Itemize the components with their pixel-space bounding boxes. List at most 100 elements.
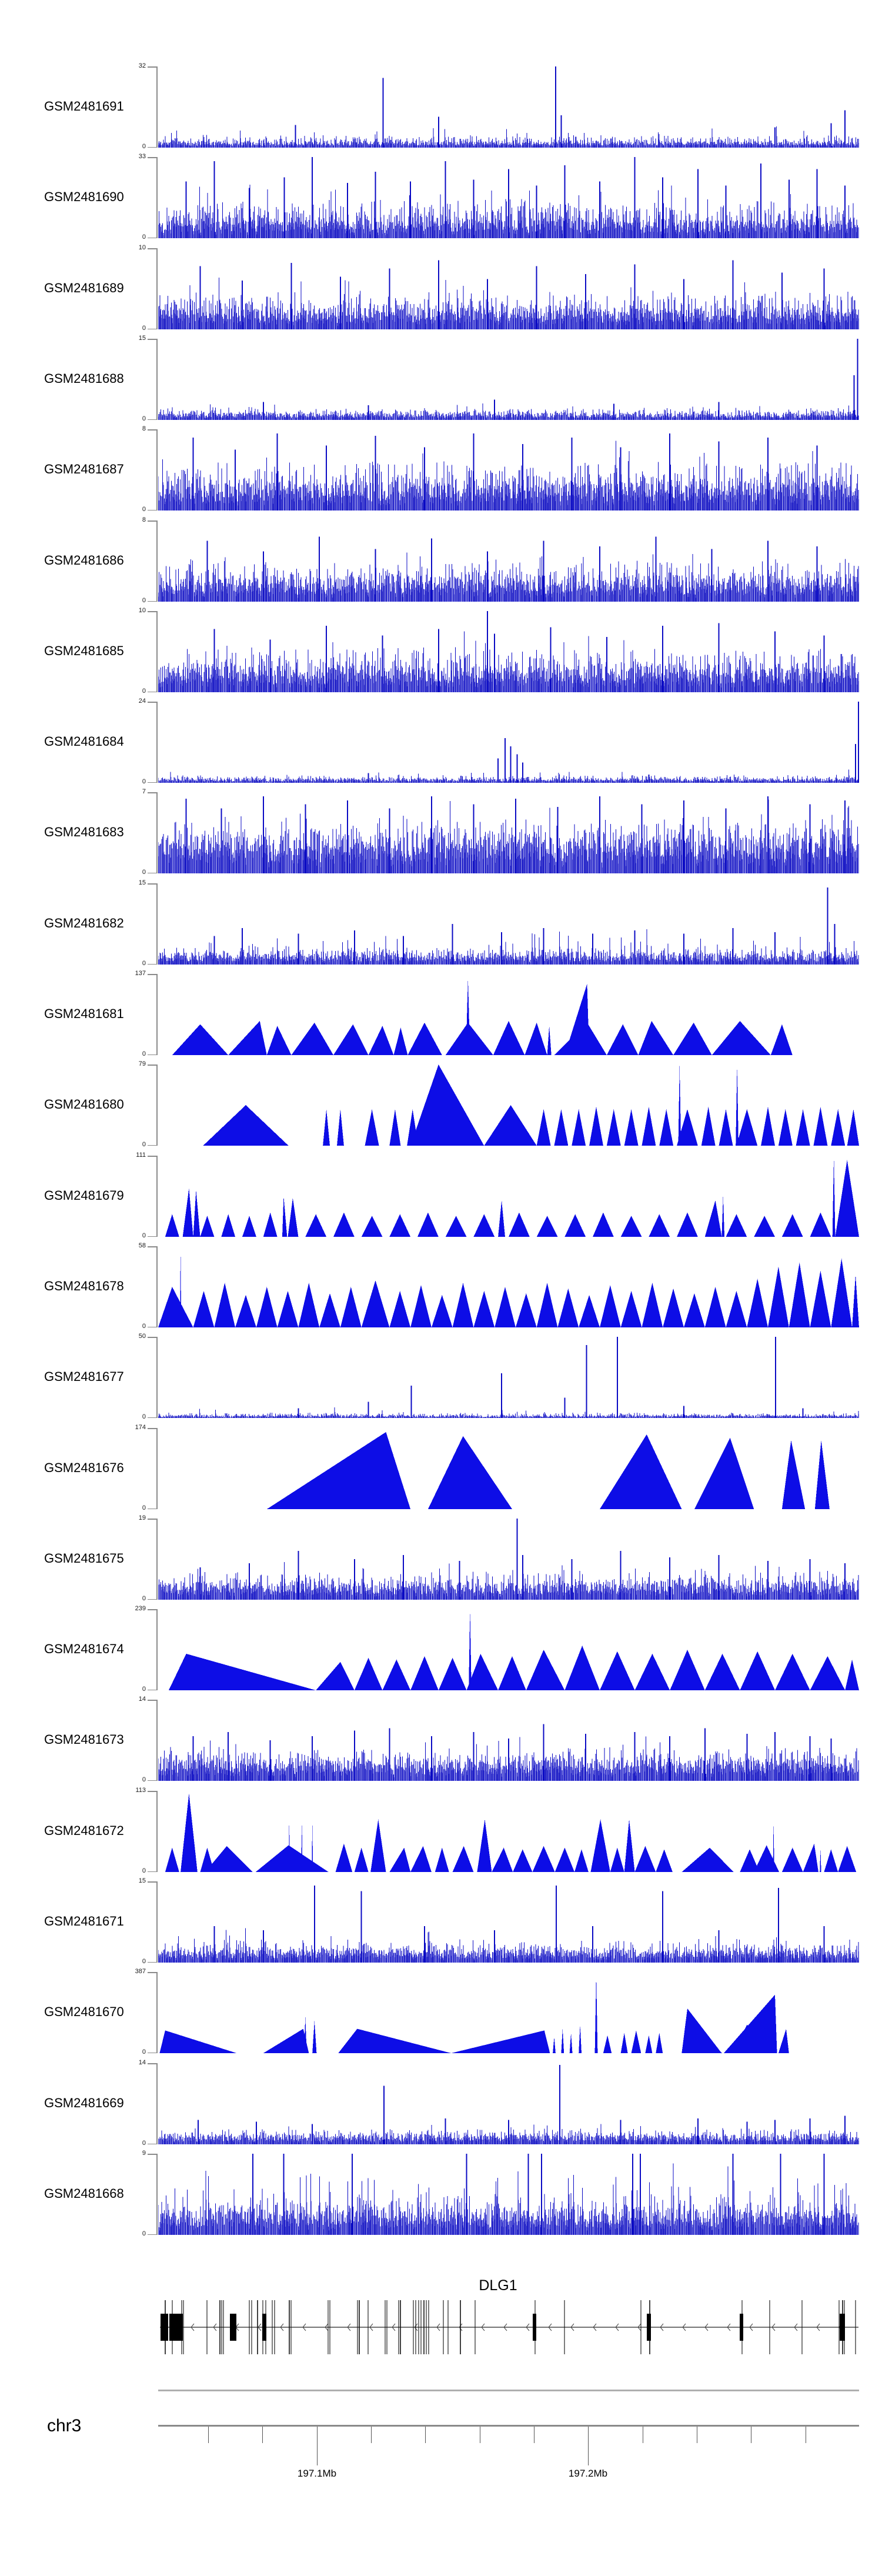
genome-axis-line: [158, 2425, 859, 2427]
strand-arrow-icon: [570, 2323, 574, 2331]
exon-box: [161, 2314, 168, 2341]
y-axis-max-value: 14: [138, 2059, 146, 2066]
y-axis-zero-value: 0: [142, 1413, 146, 1420]
y-axis-zero-value: 0: [142, 1595, 146, 1602]
y-axis-zero-value: 0: [142, 1776, 146, 1783]
histogram-spikes: [192, 1724, 832, 1781]
exon-box: [230, 2314, 236, 2341]
y-axis-max-value: 79: [138, 1060, 146, 1067]
sample-track: GSM2481677 50 0: [0, 1333, 882, 1420]
histogram-bars: [158, 2124, 859, 2144]
y-axis-zero-tick: [148, 1326, 156, 1327]
track-name-label: GSM2481683: [44, 825, 124, 839]
track-name-label: GSM2481679: [44, 1188, 124, 1203]
exon-box: [840, 2314, 845, 2341]
y-axis-max-value: 33: [138, 153, 146, 160]
sample-track: GSM2481678 58 0: [0, 1242, 882, 1330]
histogram-bars: [158, 278, 859, 329]
strand-arrow-icon: [436, 2323, 440, 2331]
peak-triangles: [172, 977, 793, 1055]
y-axis-zero-tick: [148, 1599, 156, 1600]
y-axis-zero-tick: [148, 1236, 156, 1237]
strand-arrow-icon: [392, 2323, 396, 2331]
track-name-label: GSM2481690: [44, 189, 124, 204]
exon-box: [262, 2314, 266, 2341]
y-axis-max-value: 8: [142, 516, 146, 523]
track-name-label: GSM2481687: [44, 462, 124, 476]
y-axis-zero-tick: [148, 2234, 156, 2235]
sample-track: GSM2481681 137 0: [0, 970, 882, 1057]
exon-box: [740, 2314, 743, 2341]
y-axis-zero-value: 0: [142, 1141, 146, 1148]
y-axis-line: [156, 974, 158, 1055]
strand-arrow-icon: [302, 2323, 306, 2331]
histogram-bars: [158, 1928, 859, 1963]
track-name-label: GSM2481676: [44, 1460, 124, 1475]
strand-arrow-icon: [548, 2323, 552, 2331]
histogram-bars: [158, 1561, 859, 1600]
y-axis-top-tick: [148, 157, 156, 158]
strand-arrow-icon: [213, 2323, 217, 2331]
exon-box: [169, 2314, 183, 2341]
peak-triangles: [159, 1974, 789, 2053]
coverage-histogram: [158, 536, 859, 602]
y-axis-zero-value: 0: [142, 325, 146, 332]
y-axis-max-value: 174: [135, 1424, 146, 1431]
y-axis-line: [156, 792, 158, 873]
y-axis-max-value: 9: [142, 2150, 146, 2157]
y-axis-max-value: 50: [138, 1333, 146, 1340]
track-name-label: GSM2481668: [44, 2186, 124, 2201]
strand-arrow-icon: [682, 2323, 686, 2331]
axis-minor-tick: [262, 2427, 263, 2443]
y-axis-line: [156, 66, 158, 148]
histogram-bars: [158, 552, 859, 602]
histogram-spikes: [206, 536, 818, 602]
strand-arrow-icon: [816, 2323, 820, 2331]
y-axis-max-value: 32: [138, 62, 146, 69]
y-axis-zero-value: 0: [142, 143, 146, 150]
sample-track: GSM2481674 239 0: [0, 1605, 882, 1693]
histogram-bars-light: [158, 136, 859, 148]
histogram-bars: [158, 441, 859, 510]
exon-box: [647, 2314, 651, 2341]
coverage-histogram: [158, 887, 859, 965]
y-axis-line: [156, 1972, 158, 2053]
sample-track: GSM2481682 15 0: [0, 879, 882, 967]
strand-arrow-icon: [414, 2323, 418, 2331]
peak-triangles: [203, 1065, 859, 1146]
y-axis-top-tick: [148, 1156, 156, 1157]
histogram-bars: [158, 1736, 859, 1781]
histogram-spikes: [213, 887, 836, 965]
strand-arrow-icon: [637, 2323, 642, 2331]
y-axis-max-value: 10: [138, 244, 146, 251]
y-axis-zero-value: 0: [142, 233, 146, 241]
histogram-spikes: [262, 339, 858, 420]
track-name-label: GSM2481689: [44, 281, 124, 295]
gene-name-label: DLG1: [479, 2277, 517, 2294]
y-axis-zero-tick: [148, 1144, 156, 1146]
y-axis-max-value: 239: [135, 1605, 146, 1612]
y-axis-top-tick: [148, 1791, 156, 1792]
track-name-label: GSM2481685: [44, 643, 124, 658]
sample-track: GSM2481680 79 0: [0, 1060, 882, 1148]
y-axis-top-tick: [148, 429, 156, 431]
histogram-spikes: [252, 2154, 825, 2235]
strand-arrow-icon: [369, 2323, 373, 2331]
y-axis-top-tick: [148, 1700, 156, 1701]
y-axis-line: [156, 883, 158, 965]
y-axis-line: [156, 1156, 158, 1237]
track-name-label: GSM2481674: [44, 1641, 124, 1656]
peak-triangles: [165, 1156, 859, 1237]
peak-signal: [165, 1793, 857, 1872]
coverage-histogram: [158, 1337, 859, 1418]
sample-track: GSM2481670 387 0: [0, 1968, 882, 2056]
sample-track: GSM2481668 9 0: [0, 2150, 882, 2237]
sample-track: GSM2481669 14 0: [0, 2059, 882, 2147]
y-axis-zero-value: 0: [142, 778, 146, 785]
coverage-histogram: [158, 1885, 859, 1963]
sample-track: GSM2481672 113 0: [0, 1787, 882, 1874]
y-axis-zero-tick: [148, 600, 156, 602]
y-axis-zero-tick: [148, 419, 156, 420]
coverage-histogram: [158, 702, 859, 783]
